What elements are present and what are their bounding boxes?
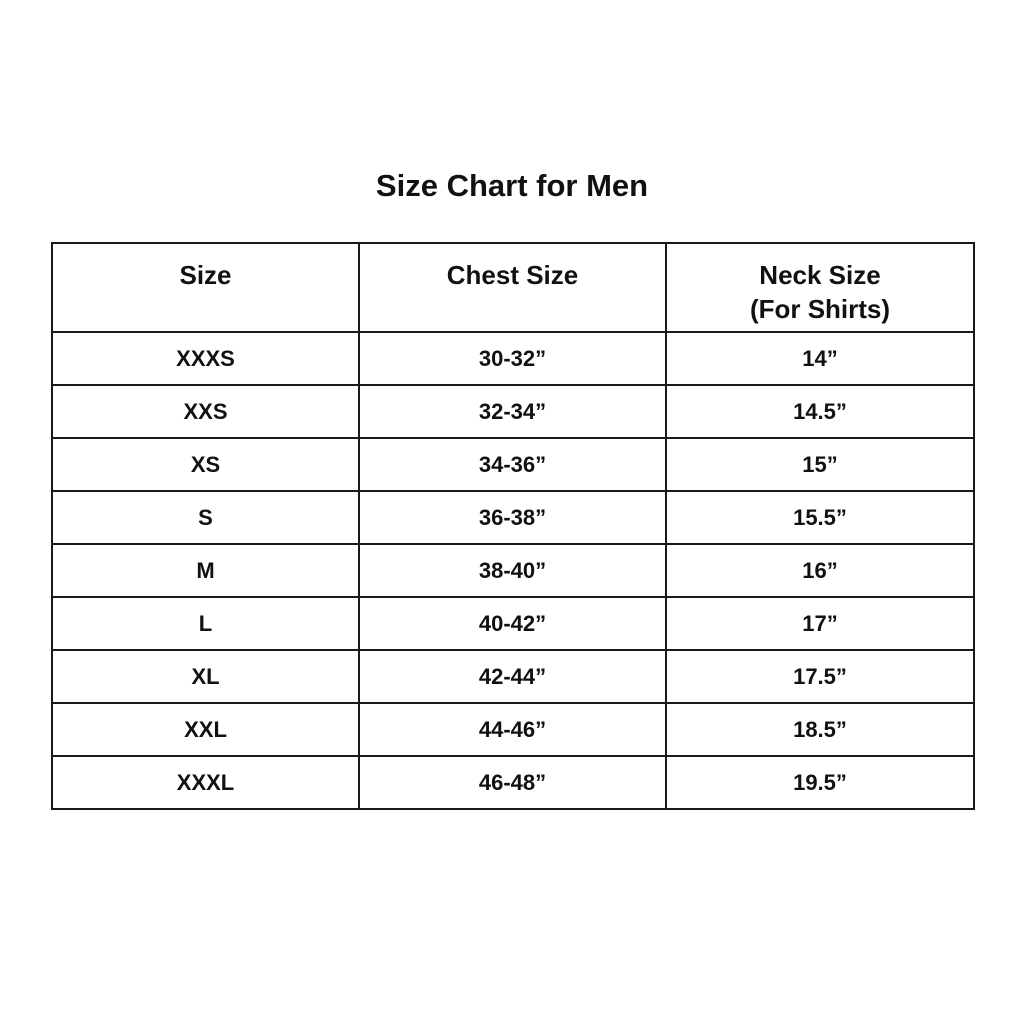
cell-chest-size: 34-36”: [358, 437, 667, 492]
table-row: XXXL 46-48” 19.5”: [51, 755, 975, 810]
cell-chest-size: 40-42”: [358, 596, 667, 651]
table-row: XXXS 30-32” 14”: [51, 331, 975, 386]
cell-chest-size: 36-38”: [358, 490, 667, 545]
cell-chest-size: 42-44”: [358, 649, 667, 704]
size-table: Size Chest Size Neck Size (For Shirts) X…: [51, 242, 975, 810]
cell-size: XS: [51, 437, 360, 492]
cell-neck-size: 15”: [665, 437, 975, 492]
cell-chest-size: 32-34”: [358, 384, 667, 439]
cell-size: XXL: [51, 702, 360, 757]
cell-chest-size: 46-48”: [358, 755, 667, 810]
cell-size: XXXL: [51, 755, 360, 810]
table-row: XS 34-36” 15”: [51, 437, 975, 492]
cell-size: S: [51, 490, 360, 545]
cell-size: L: [51, 596, 360, 651]
cell-neck-size: 14.5”: [665, 384, 975, 439]
table-row: S 36-38” 15.5”: [51, 490, 975, 545]
cell-size: XL: [51, 649, 360, 704]
header-neck-size: Neck Size (For Shirts): [665, 242, 975, 333]
cell-chest-size: 30-32”: [358, 331, 667, 386]
cell-chest-size: 38-40”: [358, 543, 667, 598]
table-row: XXL 44-46” 18.5”: [51, 702, 975, 757]
header-row: Size Chest Size Neck Size (For Shirts): [51, 242, 975, 333]
header-size: Size: [51, 242, 360, 333]
table-row: XXS 32-34” 14.5”: [51, 384, 975, 439]
cell-neck-size: 16”: [665, 543, 975, 598]
cell-neck-size: 17”: [665, 596, 975, 651]
header-chest-size: Chest Size: [358, 242, 667, 333]
table-row: XL 42-44” 17.5”: [51, 649, 975, 704]
cell-size: M: [51, 543, 360, 598]
cell-neck-size: 17.5”: [665, 649, 975, 704]
header-neck-size-note: (For Shirts): [749, 294, 891, 324]
cell-neck-size: 18.5”: [665, 702, 975, 757]
cell-neck-size: 14”: [665, 331, 975, 386]
cell-size: XXS: [51, 384, 360, 439]
header-neck-size-label: Neck Size: [759, 260, 881, 290]
cell-neck-size: 19.5”: [665, 755, 975, 810]
cell-neck-size: 15.5”: [665, 490, 975, 545]
table-row: M 38-40” 16”: [51, 543, 975, 598]
cell-size: XXXS: [51, 331, 360, 386]
page-title: Size Chart for Men: [375, 168, 649, 203]
cell-chest-size: 44-46”: [358, 702, 667, 757]
table-row: L 40-42” 17”: [51, 596, 975, 651]
